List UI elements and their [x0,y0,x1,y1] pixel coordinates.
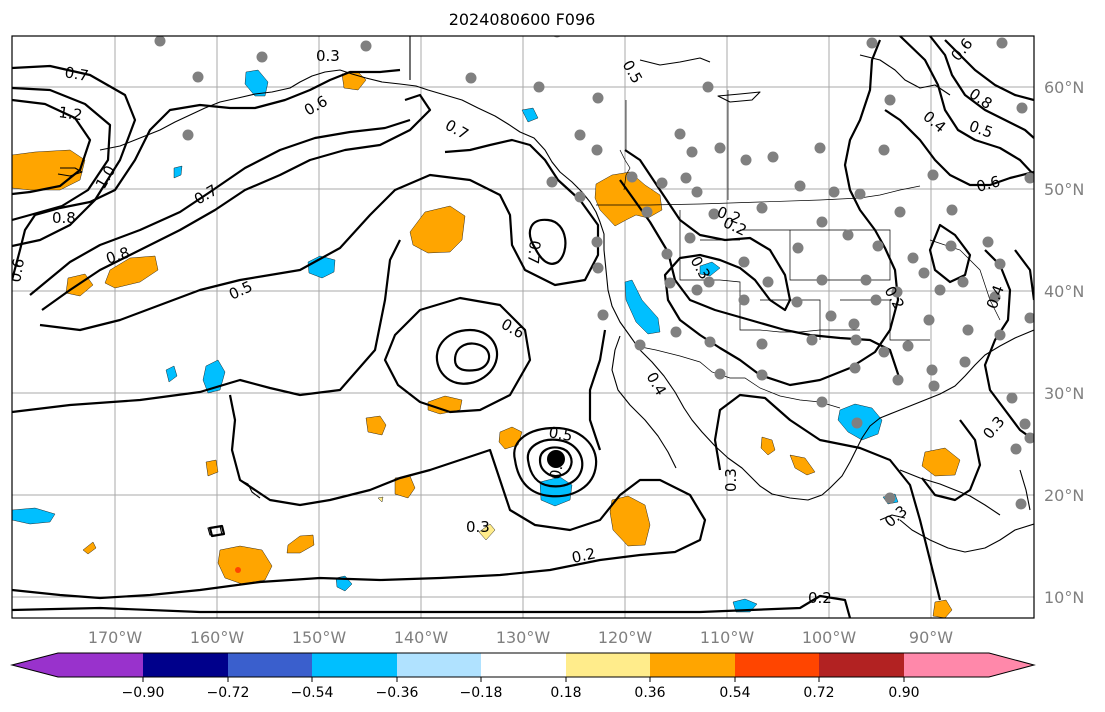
contour-label: 0.7 [63,63,90,85]
colorbar-outline [10,652,1036,678]
contour-label: 0.3 [316,47,340,65]
colorbar-min-extension [12,653,58,677]
colorbar-bin [312,653,398,677]
colorbar-max-extension [989,653,1034,677]
colorbar-bin [58,653,144,677]
lon-label: 130°W [496,628,551,647]
colorbar-tick-label: 0.72 [803,685,834,701]
colorbar-bin [143,653,229,677]
colorbar-bin [228,653,314,677]
station-markers [154,36,1034,510]
longitude-labels: 170°W 160°W 150°W 140°W 130°W 120°W 110°… [88,628,953,647]
contour-label: 0.3 [466,518,490,536]
latitude-labels: 60°N 50°N 40°N 30°N 20°N 10°N [1044,78,1084,607]
colorbar-tick-label: −0.90 [122,685,165,701]
lat-label: 10°N [1044,588,1084,607]
contour-label: 0.5 [547,423,574,445]
colorbar-bin [735,653,821,677]
lon-label: 160°W [190,628,245,647]
lat-label: 30°N [1044,384,1084,403]
colorbar-tick-label: −0.18 [460,685,503,701]
colorbar-tick-label: 0.18 [550,685,581,701]
map-frame: 0.7 1.2 1.0 0.8 0.7 0.8 0.6 0.3 0.5 0.6 … [6,35,1035,619]
colorbar-tick-label: 0.90 [888,685,919,701]
colorbar-bin [819,653,905,677]
colorbar-bin [397,653,483,677]
contour-lines [12,36,1034,618]
colorbar-tick-label: −0.54 [291,685,334,701]
contour-label: 0.7 [524,240,544,265]
weak-positive-anomaly-areas [377,496,496,541]
lon-label: 110°W [700,628,755,647]
map-title: 2024080600 F096 [449,10,596,29]
contour-label: 0.3 [722,468,740,492]
contour-label: 1.2 [57,103,83,124]
cyclone-center-marker [547,450,565,468]
colorbar-bin [904,653,990,677]
positive-anomaly-areas [12,71,961,618]
strong-positive-anomaly-areas [235,567,241,573]
colorbar-bin [481,653,567,677]
lat-label: 50°N [1044,180,1084,199]
colorbar-tick-label: −0.72 [207,685,250,701]
lon-label: 100°W [802,628,857,647]
lon-label: 90°W [909,628,953,647]
map-border [11,35,1035,619]
lon-label: 170°W [88,628,143,647]
colorbar-ticks [142,677,905,682]
lon-label: 150°W [292,628,347,647]
lat-label: 20°N [1044,486,1084,505]
lon-label: 120°W [598,628,653,647]
contour-label: 0.6 [6,257,28,284]
colorbar-tick-label: 0.54 [719,685,750,701]
colorbar-tick-label: −0.36 [376,685,419,701]
lat-label: 60°N [1044,78,1084,97]
lat-label: 40°N [1044,282,1084,301]
contour-label: 0.6 [974,172,1002,196]
political-borders [596,90,1001,409]
coastlines [57,36,1034,553]
colorbar-bin [566,653,652,677]
contour-label: 0.2 [570,544,597,567]
contour-label: 0.2 [808,589,832,607]
lon-label: 140°W [394,628,449,647]
contour-label: 0.5 [546,454,568,481]
colorbar: −0.90 −0.72 −0.54 −0.36 −0.18 0.18 0.36 … [10,652,1036,701]
colorbar-tick-label: 0.36 [634,685,665,701]
contour-label: 0.8 [52,209,76,227]
colorbar-bin [650,653,736,677]
graticule [12,36,1034,618]
